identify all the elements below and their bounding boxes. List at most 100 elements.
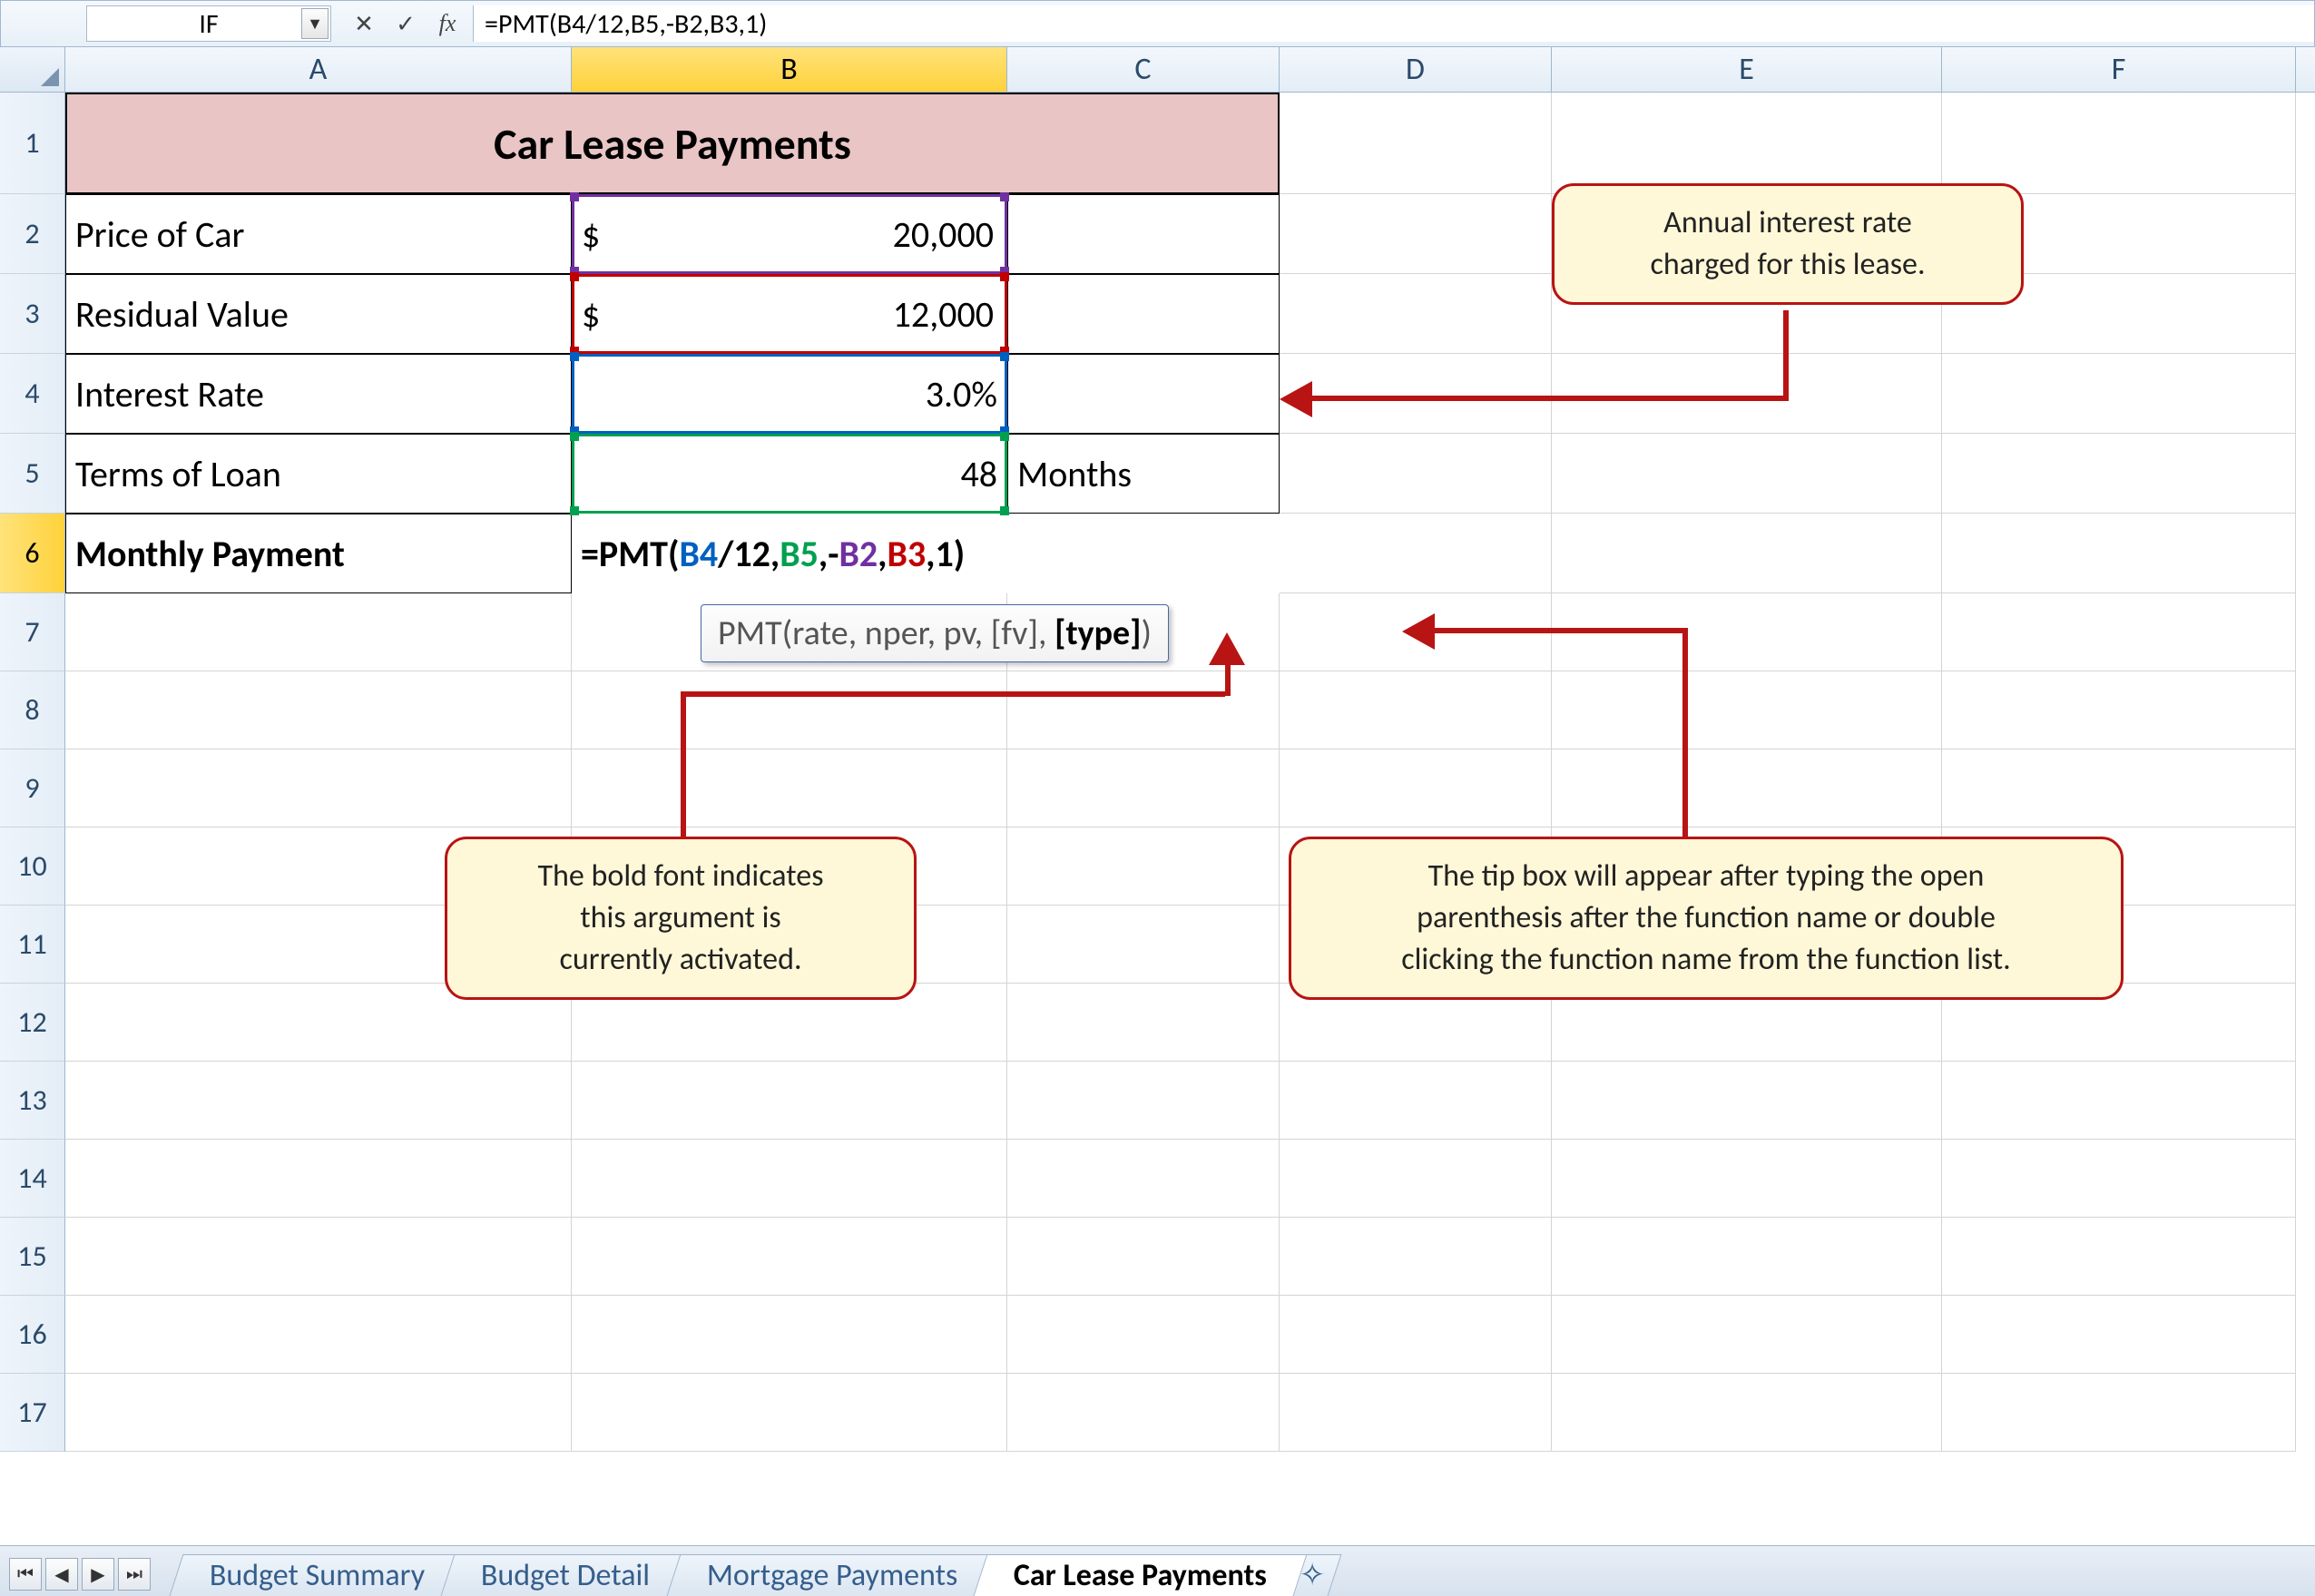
tab-budget-detail[interactable]: Budget Detail	[441, 1554, 691, 1596]
cell-empty[interactable]	[1280, 1218, 1552, 1296]
row-header-11[interactable]: 11	[0, 906, 65, 984]
enter-icon[interactable]: ✓	[387, 7, 424, 40]
cell-empty[interactable]	[1552, 1062, 1942, 1140]
cell-b6-active[interactable]: =PMT(B4/12,B5,-B2,B3,1)	[572, 514, 1280, 593]
cell-b2[interactable]: $20,000	[572, 194, 1007, 274]
cell-empty[interactable]	[572, 749, 1007, 827]
cell-empty[interactable]	[1007, 749, 1280, 827]
cell-title[interactable]: Car Lease Payments	[65, 93, 1280, 194]
col-header-e[interactable]: E	[1552, 47, 1942, 92]
cell-empty[interactable]	[1280, 93, 1552, 194]
cell-c2[interactable]	[1007, 194, 1280, 274]
cell-empty[interactable]	[1280, 1140, 1552, 1218]
col-header-f[interactable]: F	[1942, 47, 2296, 92]
select-all-corner[interactable]	[0, 47, 65, 92]
cell-empty[interactable]	[1942, 1140, 2296, 1218]
name-box[interactable]: IF ▼	[86, 5, 331, 42]
row-header-3[interactable]: 3	[0, 274, 65, 354]
cell-empty[interactable]	[1280, 354, 1552, 434]
row-header-2[interactable]: 2	[0, 194, 65, 274]
row-header-1[interactable]: 1	[0, 93, 65, 194]
cell-b4[interactable]: 3.0%	[572, 354, 1007, 434]
cell-empty[interactable]	[1942, 1296, 2296, 1374]
col-header-a[interactable]: A	[65, 47, 572, 92]
cell-b3[interactable]: $12,000	[572, 274, 1007, 354]
cell-b5[interactable]: 48	[572, 434, 1007, 514]
col-header-d[interactable]: D	[1280, 47, 1552, 92]
col-header-b[interactable]: B	[572, 47, 1007, 92]
row-header-15[interactable]: 15	[0, 1218, 65, 1296]
cell-empty[interactable]	[1552, 671, 1942, 749]
cell-empty[interactable]	[572, 1218, 1007, 1296]
cell-empty[interactable]	[1280, 1296, 1552, 1374]
formula-input[interactable]: =PMT(B4/12,B5,-B2,B3,1)	[473, 5, 2314, 42]
cell-empty[interactable]	[1280, 514, 1552, 593]
cell-empty[interactable]	[1942, 93, 2296, 194]
row-header-16[interactable]: 16	[0, 1296, 65, 1374]
cell-empty[interactable]	[1552, 1374, 1942, 1452]
cell-empty[interactable]	[1552, 354, 1942, 434]
cell-empty[interactable]	[1552, 1218, 1942, 1296]
cell-empty[interactable]	[572, 1296, 1007, 1374]
cell-a5[interactable]: Terms of Loan	[65, 434, 572, 514]
cell-empty[interactable]	[1007, 1218, 1280, 1296]
cell-empty[interactable]	[1552, 93, 1942, 194]
cell-empty[interactable]	[1007, 1374, 1280, 1452]
tab-prev-icon[interactable]: ◀	[45, 1558, 78, 1591]
cell-empty[interactable]	[1942, 1374, 2296, 1452]
row-header-5[interactable]: 5	[0, 434, 65, 514]
cell-empty[interactable]	[65, 593, 572, 671]
cell-empty[interactable]	[1280, 274, 1552, 354]
row-header-7[interactable]: 7	[0, 593, 65, 671]
tab-budget-summary[interactable]: Budget Summary	[170, 1554, 466, 1596]
cell-empty[interactable]	[65, 1218, 572, 1296]
tab-mortgage-payments[interactable]: Mortgage Payments	[666, 1554, 997, 1596]
cell-empty[interactable]	[1942, 749, 2296, 827]
name-box-dropdown-icon[interactable]: ▼	[301, 8, 329, 39]
cell-empty[interactable]	[1552, 749, 1942, 827]
cell-c4[interactable]	[1007, 354, 1280, 434]
cell-empty[interactable]	[65, 1062, 572, 1140]
col-header-c[interactable]: C	[1007, 47, 1280, 92]
cell-empty[interactable]	[1280, 194, 1552, 274]
cell-empty[interactable]	[1280, 671, 1552, 749]
cell-empty[interactable]	[1942, 1218, 2296, 1296]
cell-empty[interactable]	[1942, 593, 2296, 671]
row-header-17[interactable]: 17	[0, 1374, 65, 1452]
cell-empty[interactable]	[1007, 827, 1280, 906]
row-header-10[interactable]: 10	[0, 827, 65, 906]
fx-icon[interactable]: fx	[429, 7, 466, 40]
cell-empty[interactable]	[1007, 984, 1280, 1062]
cell-a3[interactable]: Residual Value	[65, 274, 572, 354]
row-header-4[interactable]: 4	[0, 354, 65, 434]
tab-car-lease-payments[interactable]: Car Lease Payments	[973, 1554, 1307, 1596]
cell-empty[interactable]	[1280, 1374, 1552, 1452]
row-header-14[interactable]: 14	[0, 1140, 65, 1218]
cell-empty[interactable]	[1942, 354, 2296, 434]
tab-last-icon[interactable]: ⏭	[118, 1558, 151, 1591]
cell-empty[interactable]	[1280, 434, 1552, 514]
row-header-12[interactable]: 12	[0, 984, 65, 1062]
cell-empty[interactable]	[65, 1296, 572, 1374]
cell-a4[interactable]: Interest Rate	[65, 354, 572, 434]
cell-empty[interactable]	[65, 749, 572, 827]
cell-empty[interactable]	[1552, 434, 1942, 514]
cell-empty[interactable]	[1007, 906, 1280, 984]
row-header-13[interactable]: 13	[0, 1062, 65, 1140]
cell-empty[interactable]	[1942, 1062, 2296, 1140]
cell-empty[interactable]	[1007, 1296, 1280, 1374]
cell-empty[interactable]	[572, 1062, 1007, 1140]
cancel-icon[interactable]: ✕	[346, 7, 382, 40]
cell-empty[interactable]	[572, 1140, 1007, 1218]
tab-first-icon[interactable]: ⏮	[9, 1558, 42, 1591]
cell-empty[interactable]	[1942, 434, 2296, 514]
cell-empty[interactable]	[65, 1140, 572, 1218]
row-header-6[interactable]: 6	[0, 514, 65, 593]
tab-next-icon[interactable]: ▶	[82, 1558, 114, 1591]
cell-empty[interactable]	[1942, 671, 2296, 749]
cell-c5[interactable]: Months	[1007, 434, 1280, 514]
cell-a2[interactable]: Price of Car	[65, 194, 572, 274]
cell-empty[interactable]	[1552, 514, 1942, 593]
cell-empty[interactable]	[1280, 749, 1552, 827]
cell-empty[interactable]	[1007, 1062, 1280, 1140]
